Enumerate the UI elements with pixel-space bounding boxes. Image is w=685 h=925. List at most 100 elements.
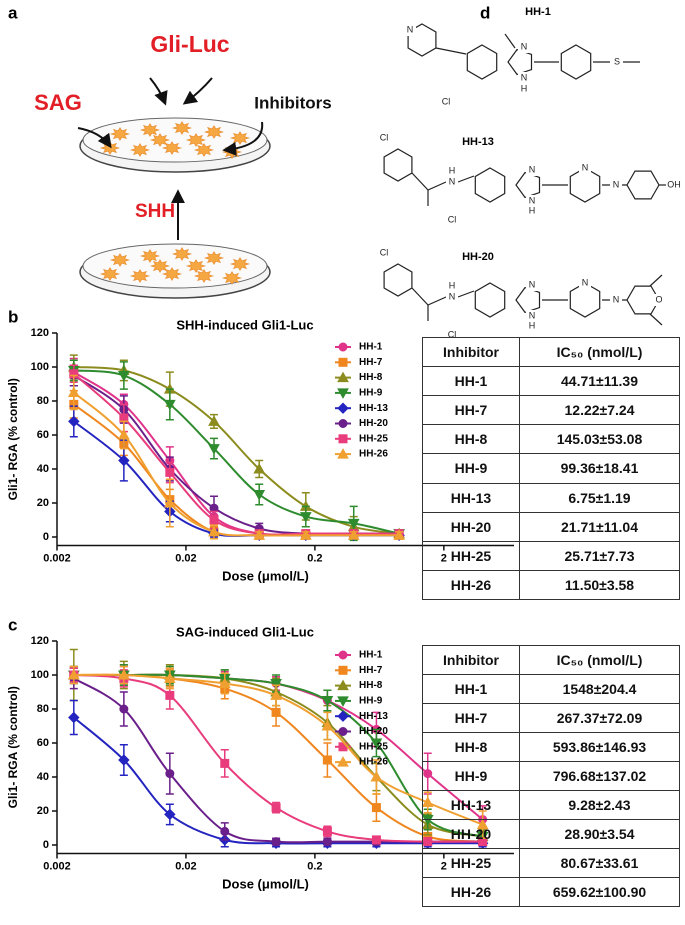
- table-cell: HH-20: [422, 819, 520, 849]
- legend-label: HH-8: [359, 372, 383, 383]
- legend-label: HH-13: [359, 403, 388, 414]
- atom-label: N: [613, 179, 620, 189]
- legend-marker: [337, 756, 349, 767]
- atom-bg: [653, 294, 665, 306]
- table-cell: HH-13: [422, 482, 520, 513]
- table-cell: IC₅₀ (nmol/L): [519, 645, 680, 675]
- data-point: [68, 711, 80, 724]
- ring: [474, 282, 506, 318]
- bond: [411, 287, 429, 306]
- atom-bg: [579, 277, 591, 289]
- table-cell: HH-20: [422, 511, 520, 542]
- atom-bg: [526, 195, 538, 207]
- data-point: [208, 525, 220, 537]
- data-point: [393, 529, 405, 540]
- data-point: [220, 758, 230, 768]
- data-point: [322, 837, 332, 847]
- cell: [161, 141, 183, 155]
- atom-bg: [610, 179, 622, 191]
- data-point: [165, 467, 175, 477]
- data-point: [299, 529, 312, 540]
- table-cell: 44.71±11.39: [519, 366, 680, 397]
- atom-bg: [446, 280, 458, 292]
- table-cell: 80.67±33.61: [519, 848, 680, 878]
- cell: [203, 251, 225, 265]
- x-tick-label: 0.002: [43, 552, 71, 564]
- data-point: [119, 704, 129, 714]
- table-cell: 28.90±3.54: [519, 819, 680, 849]
- x-tick-label: 0.2: [307, 860, 322, 872]
- table-cell: HH-7: [422, 703, 520, 733]
- table-cell: IC₅₀ (nmol/L): [519, 336, 680, 368]
- legend-label: HH-20: [359, 726, 388, 737]
- cell: [203, 125, 225, 139]
- table-row: HH-20 28.90±3.54: [422, 819, 680, 849]
- y-tick-label: 120: [31, 327, 49, 339]
- table-cell: HH-13: [422, 790, 520, 820]
- data-point: [347, 529, 360, 540]
- cell: [229, 131, 251, 145]
- ic50-table: Inhibitor IC₅₀ (nmol/L) HH-1 44.71±11.39 HH-…: [422, 336, 680, 601]
- table-row: HH-8 145.03±53.08: [422, 424, 680, 455]
- cell: [161, 267, 183, 281]
- structure-name: HH-20: [462, 251, 494, 263]
- cell: [139, 249, 161, 263]
- legend-marker: [338, 650, 348, 660]
- atom-label: Cl: [380, 132, 389, 142]
- label-shh: SHH: [135, 201, 175, 222]
- legend-marker: [337, 448, 349, 459]
- legend-marker: [337, 402, 349, 414]
- table-row: HH-13 9.28±2.43: [422, 790, 680, 820]
- data-point: [67, 668, 80, 680]
- legend-marker: [338, 357, 348, 367]
- table-cell: Inhibitor: [422, 336, 520, 368]
- table-cell: HH-26: [422, 877, 520, 907]
- cell: [229, 257, 251, 271]
- bond: [504, 33, 516, 49]
- ring: [569, 282, 601, 318]
- data-point: [118, 754, 130, 766]
- legend-label: HH-7: [359, 357, 383, 368]
- table-cell: 1548±204.4: [519, 674, 680, 704]
- y-tick-label: 60: [37, 429, 49, 441]
- atom-bg: [404, 24, 416, 36]
- atom-label: N: [529, 195, 536, 205]
- ring: [383, 148, 413, 182]
- table-cell: HH-25: [422, 848, 520, 878]
- legend-marker: [337, 710, 349, 722]
- legend-label: HH-26: [359, 757, 388, 768]
- legend-marker: [337, 371, 349, 383]
- data-point: [165, 769, 175, 779]
- legend-label: HH-13: [359, 711, 388, 722]
- data-point: [370, 738, 383, 750]
- data-point: [299, 512, 312, 523]
- atom-bg: [446, 165, 458, 177]
- atom-label: N: [529, 164, 536, 174]
- table-cell: 145.03±53.08: [519, 424, 680, 455]
- table-cell: HH-8: [422, 732, 520, 762]
- data-point: [321, 719, 334, 731]
- legend-marker: [338, 727, 348, 736]
- y-tick-label: 40: [37, 463, 49, 475]
- cell: [193, 143, 215, 157]
- ring: [515, 171, 541, 199]
- atom-label: Cl: [448, 214, 457, 224]
- atom-bg: [440, 96, 452, 108]
- data-point: [218, 677, 231, 688]
- legend-marker: [337, 696, 349, 707]
- atom-bg: [446, 214, 458, 226]
- ring: [515, 286, 541, 314]
- atom-bg: [446, 291, 458, 303]
- bond: [411, 172, 429, 191]
- data-point: [270, 679, 282, 690]
- legend-marker: [337, 679, 349, 691]
- table-cell: 267.37±72.09: [519, 703, 680, 733]
- legend-marker: [338, 665, 348, 675]
- chart-title: SHH-induced Gli1-Luc: [176, 317, 313, 332]
- data-point: [165, 690, 175, 700]
- legend-label: HH-8: [359, 680, 383, 691]
- atom-label: N: [582, 277, 589, 287]
- table-cell: 6.75±1.19: [519, 482, 680, 513]
- panel-label: c: [8, 615, 17, 634]
